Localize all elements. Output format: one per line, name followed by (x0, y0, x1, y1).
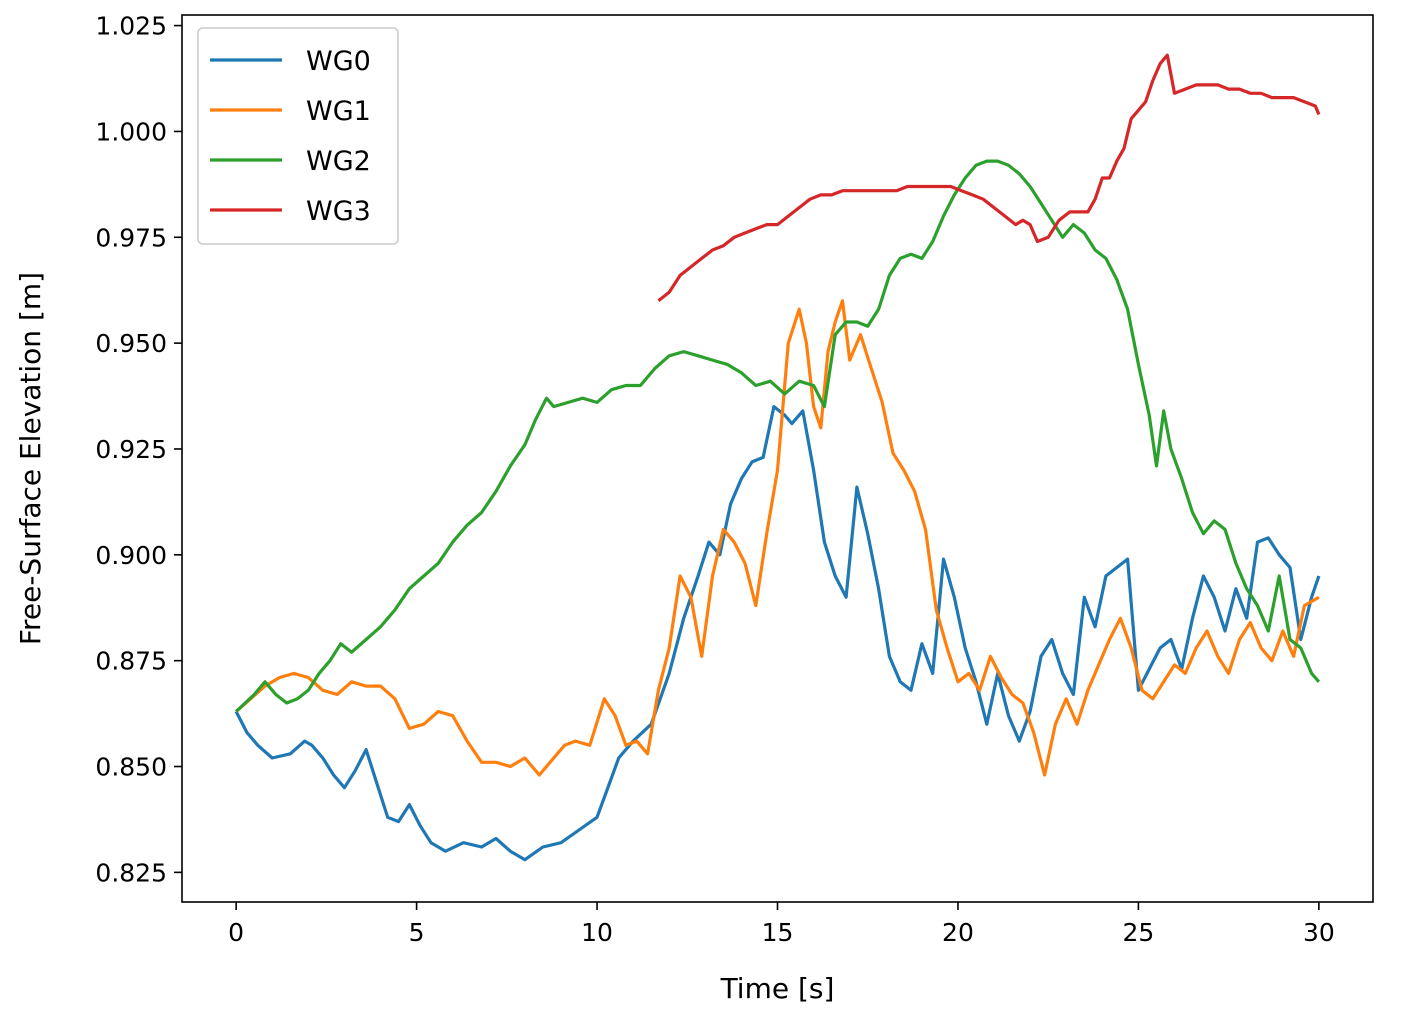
legend-label: WG3 (306, 196, 371, 227)
x-tick-label: 0 (228, 918, 244, 947)
legend-label: WG1 (306, 96, 371, 127)
series-line-wg0 (234, 405, 1321, 862)
series-line-wg1 (235, 299, 1320, 777)
legend-label: WG0 (306, 46, 371, 77)
y-tick-label: 0.975 (95, 223, 167, 252)
x-tick-label: 30 (1303, 918, 1335, 947)
y-axis-label: Free-Surface Elevation [m] (14, 272, 47, 645)
y-tick-label: 0.850 (95, 753, 167, 782)
x-tick-label: 15 (762, 918, 794, 947)
y-tick-label: 0.950 (95, 329, 167, 358)
legend: WG0 WG1 WG2 WG3 (197, 27, 399, 245)
y-axis: 0.825 0.850 0.875 0.900 0.925 0.950 0.975 1.000… (95, 12, 182, 887)
x-tick-label: 20 (942, 918, 974, 947)
y-tick-label: 0.825 (95, 858, 167, 887)
legend-box (197, 27, 399, 245)
series-line-wg3 (657, 53, 1321, 303)
x-tick-label: 10 (581, 918, 613, 947)
y-tick-label: 1.025 (95, 12, 167, 41)
y-tick-label: 0.900 (95, 541, 167, 570)
x-tick-label: 25 (1123, 918, 1155, 947)
legend-label: WG2 (306, 146, 371, 177)
x-axis-label: Time [s] (720, 972, 835, 1005)
x-tick-label: 5 (409, 918, 425, 947)
y-tick-label: 0.925 (95, 435, 167, 464)
y-tick-label: 1.000 (95, 117, 167, 146)
series-line-wg2 (235, 159, 1321, 713)
x-axis: 0 5 10 15 20 25 30 (228, 902, 1335, 947)
y-tick-label: 0.875 (95, 647, 167, 676)
series-layer (234, 53, 1321, 862)
plot-area (181, 14, 1374, 903)
